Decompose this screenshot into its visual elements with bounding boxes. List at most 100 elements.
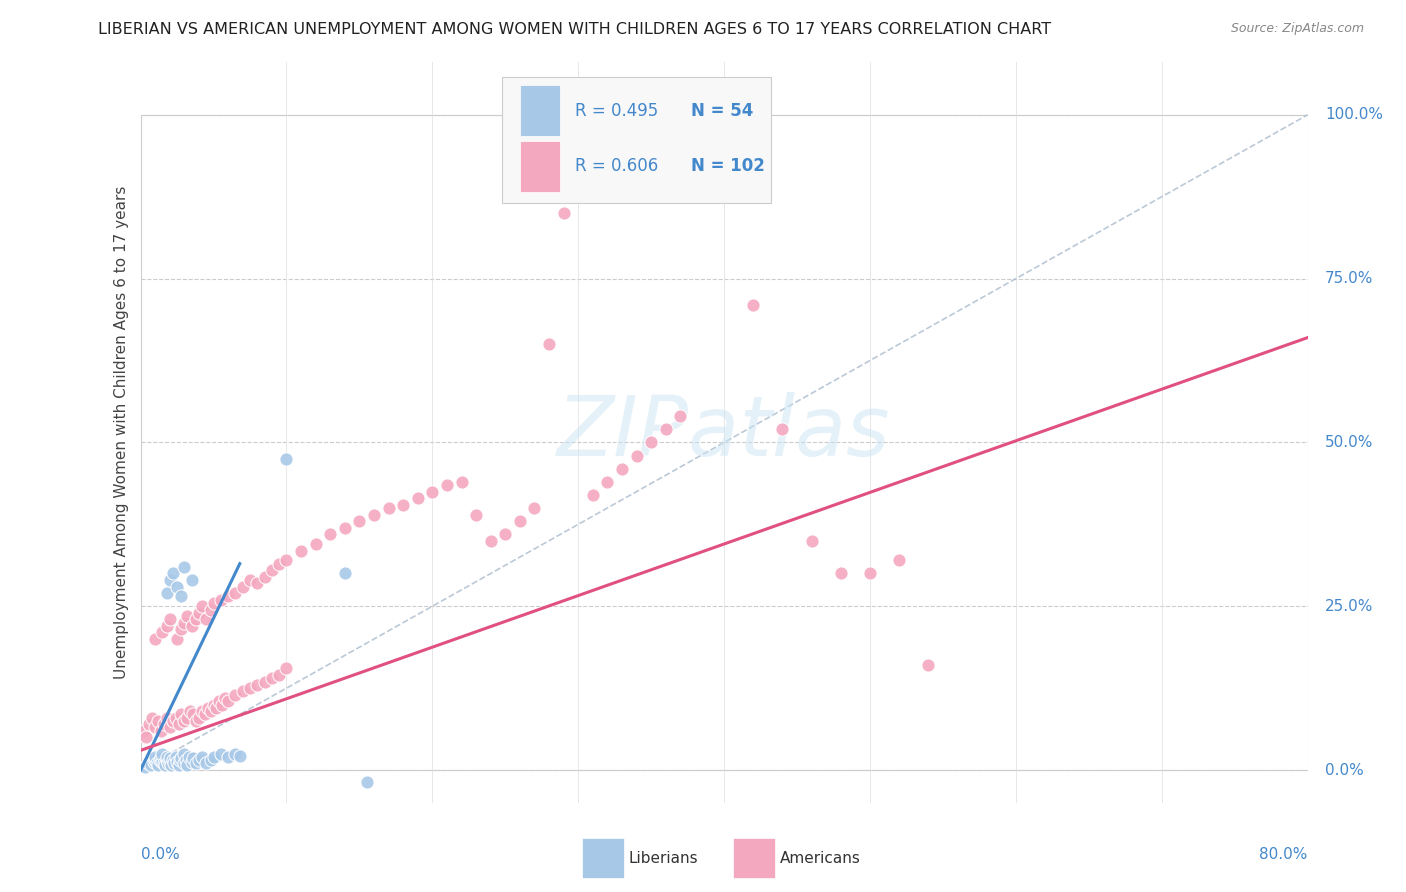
Text: Source: ZipAtlas.com: Source: ZipAtlas.com <box>1230 22 1364 36</box>
Point <box>136 756 159 771</box>
Point <box>194 707 217 722</box>
Point <box>224 688 246 702</box>
Point <box>155 757 177 772</box>
Point <box>176 711 198 725</box>
Point <box>141 711 163 725</box>
Point <box>138 717 160 731</box>
FancyBboxPatch shape <box>502 78 770 203</box>
Point <box>509 514 531 528</box>
Point <box>184 714 207 728</box>
Point <box>214 690 236 705</box>
Point <box>392 498 415 512</box>
Point <box>200 753 222 767</box>
Point <box>830 566 852 581</box>
Point <box>162 714 184 728</box>
Point <box>260 671 283 685</box>
Point <box>173 756 195 771</box>
Point <box>276 661 298 675</box>
Point <box>165 711 187 725</box>
Point <box>538 337 561 351</box>
Point <box>683 173 706 187</box>
Point <box>224 747 246 761</box>
Point <box>208 694 231 708</box>
Point <box>177 750 200 764</box>
Point <box>269 557 291 571</box>
Point <box>217 750 239 764</box>
Point <box>143 632 166 646</box>
Point <box>205 700 228 714</box>
Point <box>800 533 823 548</box>
Point <box>200 704 222 718</box>
Point <box>156 586 179 600</box>
Point <box>188 711 211 725</box>
Point <box>174 753 197 767</box>
Point <box>276 451 298 466</box>
Point <box>224 586 246 600</box>
Point <box>195 756 218 771</box>
Point <box>150 751 173 765</box>
Point <box>184 756 207 771</box>
Text: LIBERIAN VS AMERICAN UNEMPLOYMENT AMONG WOMEN WITH CHILDREN AGES 6 TO 17 YEARS C: LIBERIAN VS AMERICAN UNEMPLOYMENT AMONG … <box>98 22 1052 37</box>
Point <box>195 612 218 626</box>
Point <box>150 723 173 738</box>
Point <box>246 678 269 692</box>
Point <box>156 750 179 764</box>
Point <box>173 747 195 761</box>
Point <box>363 508 385 522</box>
Point <box>269 668 291 682</box>
Point <box>229 748 252 763</box>
Point <box>170 751 193 765</box>
Point <box>253 570 276 584</box>
Point <box>211 698 233 712</box>
Point <box>422 484 444 499</box>
Text: Liberians: Liberians <box>628 851 697 866</box>
Point <box>180 755 202 769</box>
Point <box>859 566 882 581</box>
Point <box>143 753 166 767</box>
FancyBboxPatch shape <box>520 141 560 192</box>
Point <box>406 491 429 505</box>
Point <box>166 755 188 769</box>
Point <box>276 553 298 567</box>
Point <box>162 753 184 767</box>
Point <box>188 753 211 767</box>
Point <box>217 590 239 604</box>
Point <box>191 750 214 764</box>
Point <box>202 596 225 610</box>
Point <box>159 751 181 765</box>
Point <box>239 573 262 587</box>
Point <box>159 721 181 735</box>
Point <box>146 757 169 772</box>
Point <box>143 721 166 735</box>
Point <box>582 488 605 502</box>
Point <box>167 757 190 772</box>
Point <box>333 566 356 581</box>
Point <box>156 619 179 633</box>
Point <box>159 755 181 769</box>
Point <box>253 674 276 689</box>
Point <box>159 612 181 626</box>
Point <box>152 625 174 640</box>
Point <box>200 602 222 616</box>
Point <box>465 508 488 522</box>
Text: 75.0%: 75.0% <box>1324 271 1374 286</box>
Point <box>159 573 181 587</box>
Point <box>142 755 165 769</box>
Point <box>699 140 721 154</box>
Point <box>162 566 184 581</box>
Point <box>170 590 193 604</box>
Point <box>165 750 187 764</box>
Point <box>197 700 219 714</box>
Point <box>889 553 911 567</box>
Point <box>377 500 399 515</box>
Point <box>173 615 195 630</box>
Point <box>232 580 254 594</box>
Point <box>181 751 204 765</box>
Point <box>191 704 214 718</box>
Point <box>156 753 179 767</box>
Text: 80.0%: 80.0% <box>1260 847 1308 863</box>
Point <box>260 563 283 577</box>
Point <box>349 514 371 528</box>
Point <box>209 592 232 607</box>
Point <box>246 576 269 591</box>
